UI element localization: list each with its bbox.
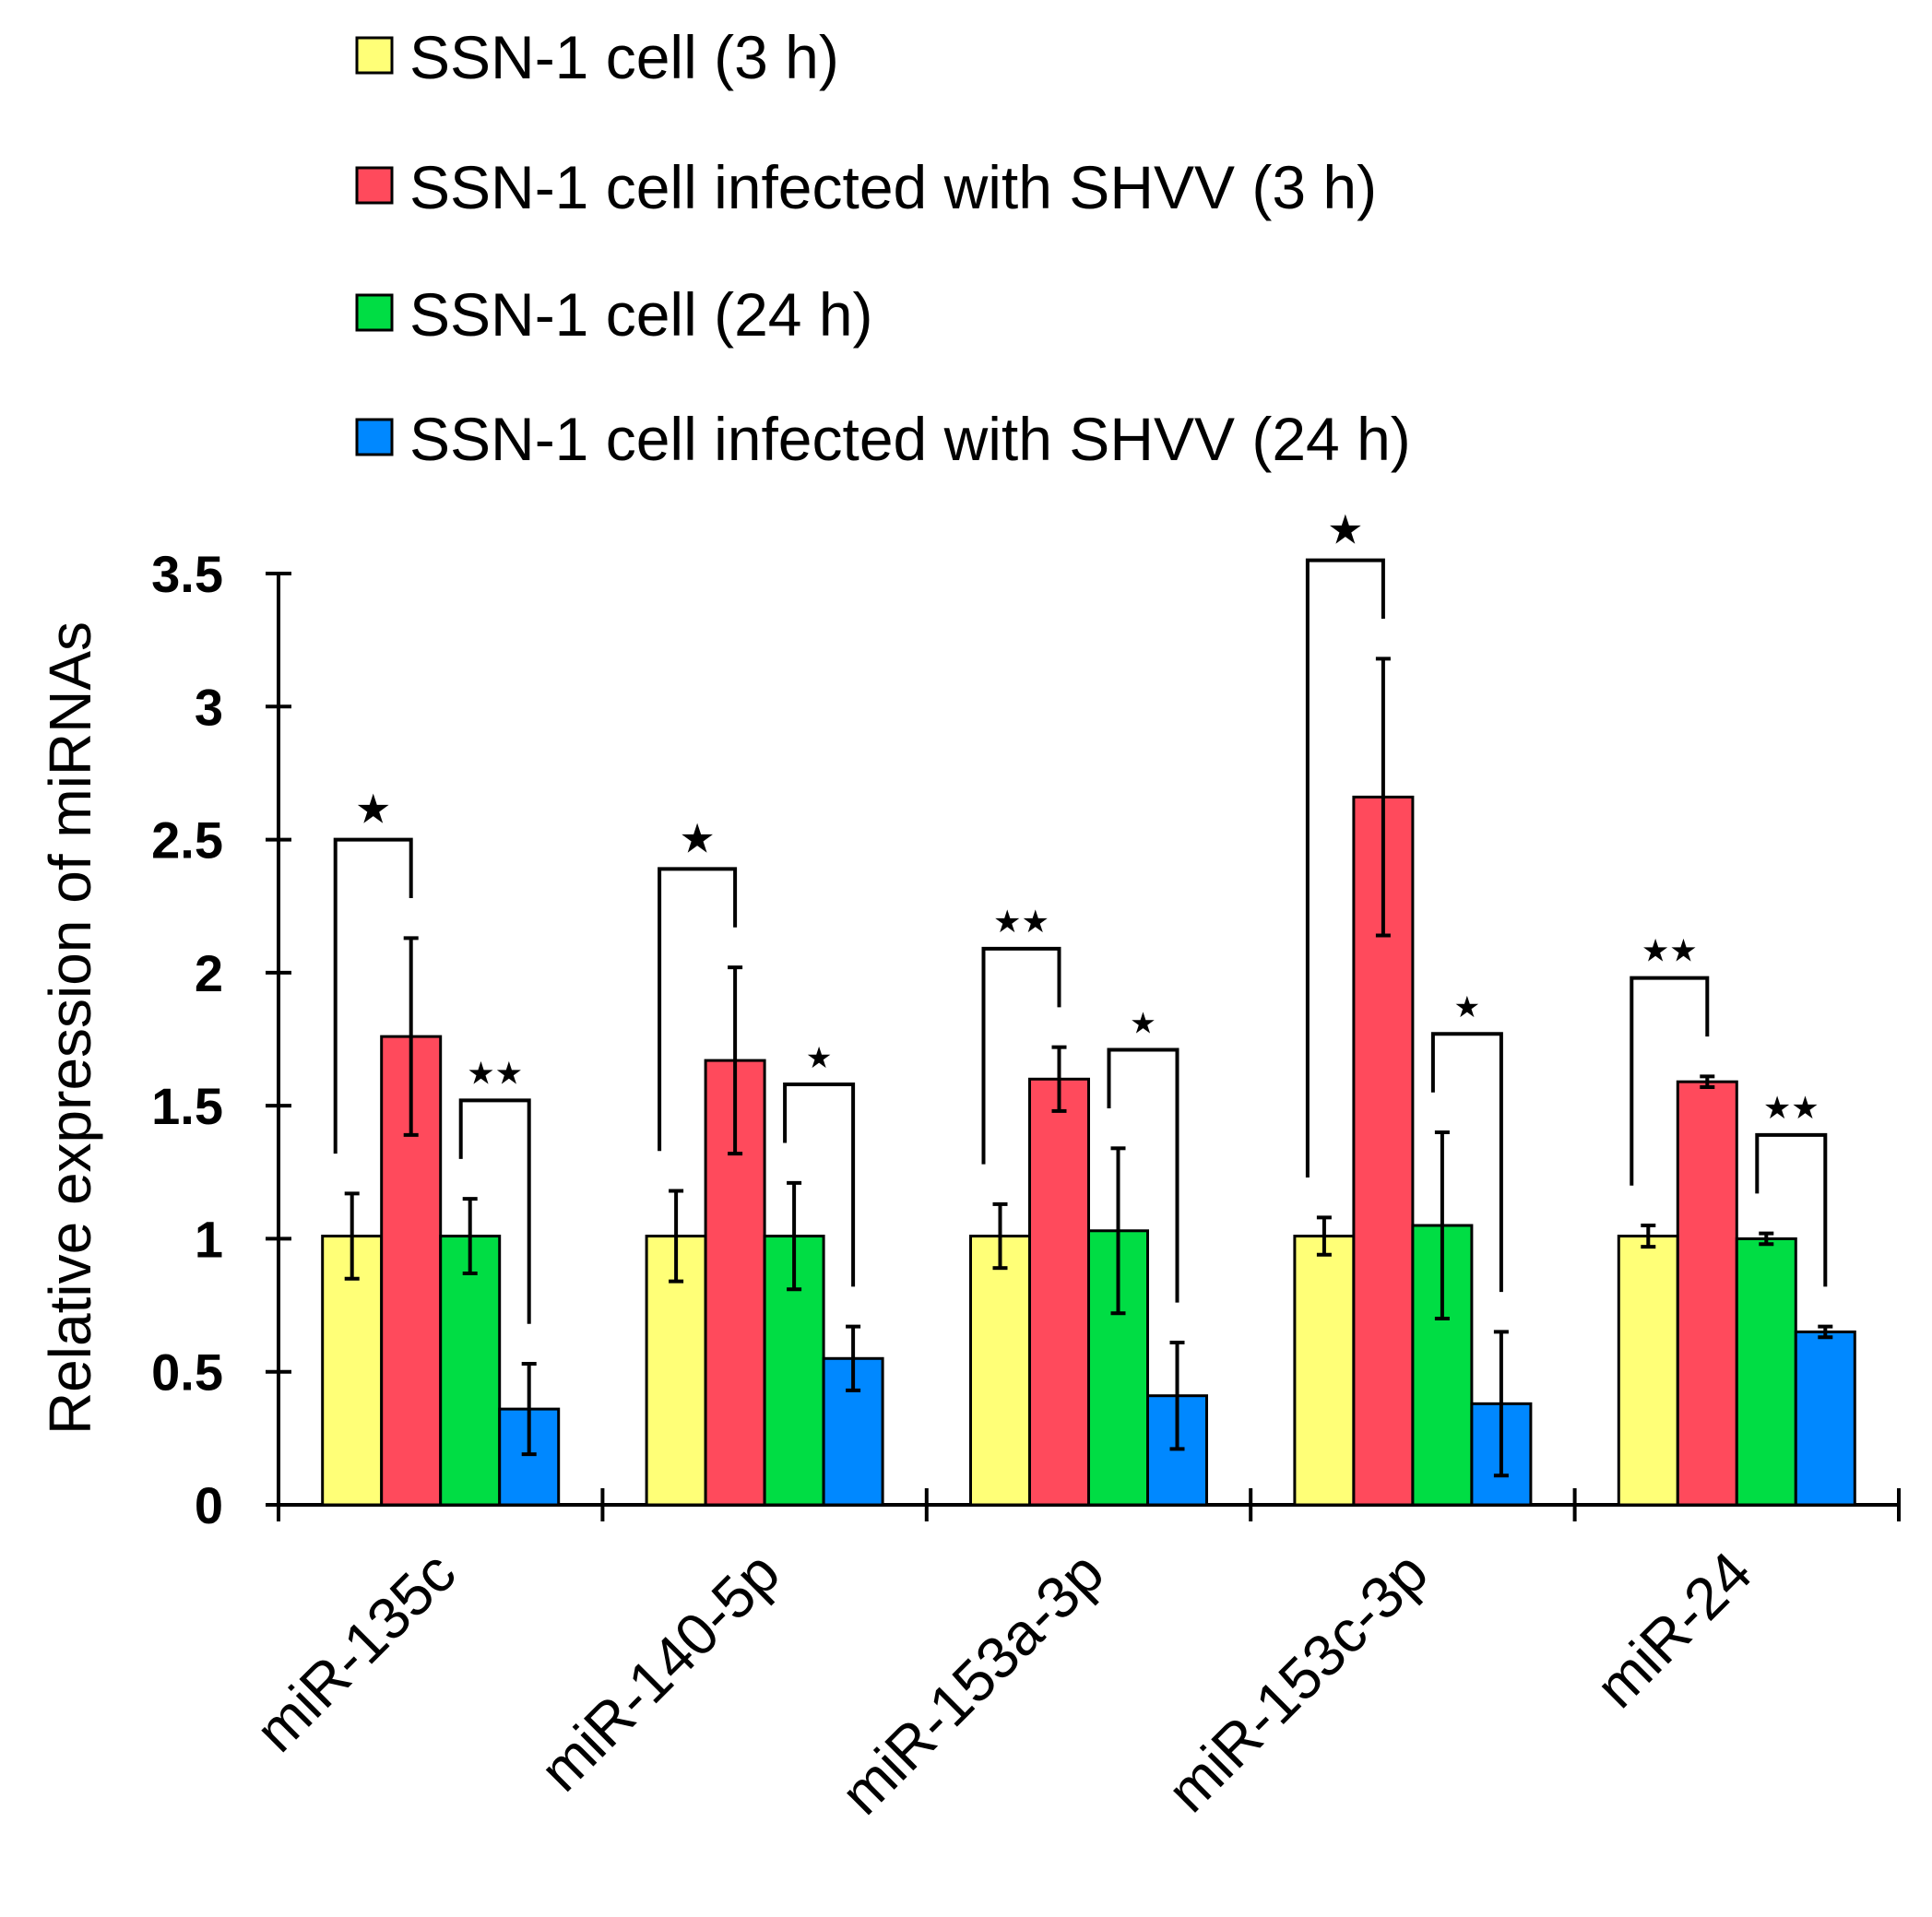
error-bar — [1759, 1231, 1774, 1247]
error-bar — [1375, 657, 1391, 938]
bar — [1617, 1235, 1679, 1507]
error-bar — [521, 1362, 537, 1457]
significance-stars: ★ — [806, 1041, 833, 1074]
legend-swatch — [355, 166, 394, 205]
legend-label: SSN-1 cell (3 h) — [409, 23, 839, 91]
x-tick-label: miR-24 — [1582, 1539, 1764, 1721]
significance-bracket — [1755, 1132, 1828, 1287]
error-bar — [787, 1180, 802, 1292]
error-bar — [1434, 1130, 1450, 1320]
error-bar — [1169, 1340, 1185, 1451]
legend-item: SSN-1 cell (24 h) — [355, 280, 873, 349]
error-bar — [992, 1201, 1008, 1271]
y-tick-label: 2.5 — [151, 811, 223, 870]
legend-item: SSN-1 cell infected with SHVV (3 h) — [355, 153, 1377, 221]
error-bar — [1641, 1224, 1656, 1249]
error-bar — [1818, 1324, 1833, 1340]
legend-item: SSN-1 cell (3 h) — [355, 23, 839, 91]
bar — [969, 1235, 1031, 1507]
x-tick-label: miR-135c — [243, 1539, 468, 1765]
y-tick-label: 3.5 — [151, 545, 223, 603]
significance-stars: ★★ — [1763, 1091, 1819, 1126]
significance-bracket — [1305, 558, 1385, 1178]
bar — [439, 1235, 502, 1507]
significance-stars: ★ — [679, 816, 715, 861]
legend-label: SSN-1 cell infected with SHVV (3 h) — [409, 153, 1377, 221]
significance-bracket — [333, 837, 413, 1154]
error-bar — [344, 1191, 360, 1281]
significance-stars: ★★ — [467, 1056, 523, 1091]
legend-swatch — [355, 418, 394, 456]
significance-bracket — [1430, 1032, 1503, 1293]
y-tick-label: 0.5 — [151, 1343, 223, 1402]
significance-stars: ★ — [1454, 990, 1481, 1024]
significance-bracket — [658, 867, 738, 1152]
bars — [321, 657, 1856, 1507]
error-bar — [462, 1197, 478, 1275]
significance-bracket — [1630, 976, 1710, 1186]
significance-bracket — [981, 946, 1061, 1165]
significance-stars: ★★ — [993, 905, 1049, 940]
bar — [1735, 1237, 1797, 1507]
significance-bracket — [783, 1083, 856, 1287]
error-bar — [1316, 1215, 1332, 1257]
significance-bracket — [1107, 1047, 1179, 1303]
x-tick-label: miR-153c-3p — [1155, 1539, 1440, 1825]
y-tick-label: 1 — [195, 1210, 223, 1268]
error-bar — [728, 965, 743, 1156]
significance-stars: ★★ — [1642, 934, 1698, 969]
legend: SSN-1 cell (3 h) SSN-1 cell infected with… — [355, 23, 1411, 473]
legend-label: SSN-1 cell infected with SHVV (24 h) — [409, 405, 1411, 473]
y-tick-label: 3 — [195, 678, 223, 736]
y-tick-label: 0 — [195, 1476, 223, 1534]
error-bar — [669, 1189, 684, 1284]
significance-stars: ★ — [355, 787, 391, 833]
error-bar — [1110, 1146, 1126, 1316]
y-axis-label: Relative expression of miRNAs — [37, 621, 103, 1435]
significance-stars: ★ — [1130, 1007, 1156, 1040]
legend-swatch — [355, 36, 394, 75]
bar — [1676, 1080, 1738, 1507]
bar — [1028, 1077, 1090, 1507]
bar — [1293, 1235, 1356, 1507]
error-bar — [846, 1324, 861, 1392]
legend-item: SSN-1 cell infected with SHVV (24 h) — [355, 405, 1411, 473]
bar — [321, 1235, 384, 1507]
legend-swatch — [355, 293, 394, 332]
significance-stars: ★ — [1327, 508, 1363, 553]
error-bar — [1051, 1045, 1067, 1113]
legend-label: SSN-1 cell (24 h) — [409, 280, 873, 349]
bar — [1794, 1330, 1856, 1507]
x-tick-label: miR-153a-3p — [828, 1539, 1116, 1827]
error-bar — [403, 936, 419, 1137]
y-tick-label: 1.5 — [151, 1077, 223, 1135]
x-tick-label: miR-140-5p — [527, 1539, 792, 1804]
y-tick-label: 2 — [195, 944, 223, 1002]
error-bar — [1493, 1330, 1509, 1478]
significance-annotations: ★★★★★★★★★★★★★★ — [333, 508, 1828, 1324]
significance-bracket — [458, 1098, 531, 1324]
error-bar — [1700, 1074, 1715, 1089]
